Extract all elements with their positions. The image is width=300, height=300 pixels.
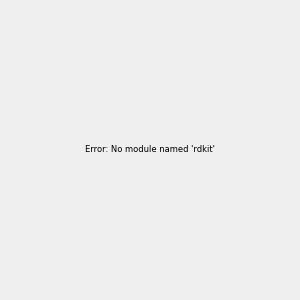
Text: Error: No module named 'rdkit': Error: No module named 'rdkit' bbox=[85, 146, 215, 154]
